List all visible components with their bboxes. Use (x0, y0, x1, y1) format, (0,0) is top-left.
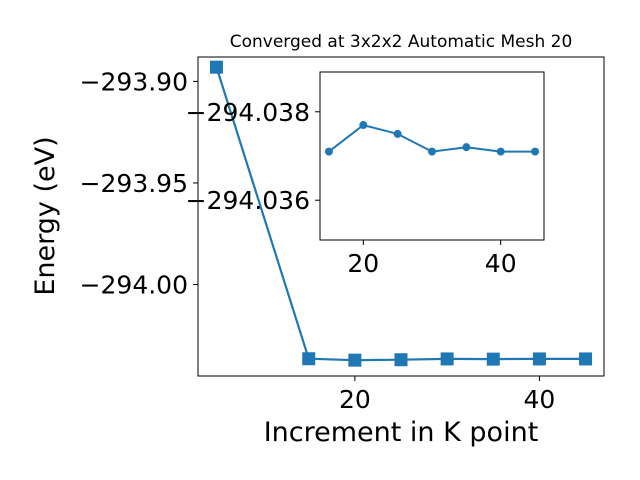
main-data-point (348, 353, 362, 367)
inset-data-point (359, 121, 368, 130)
inset-x-tick-label: 40 (485, 249, 517, 278)
inset-plot-frame (319, 71, 545, 241)
inset-data-point (428, 147, 436, 156)
inset-y-tick-label: −294.036 (186, 186, 310, 215)
main-data-point (394, 353, 408, 367)
x-axis-label: Increment in K point (264, 417, 539, 448)
inset-data-point (496, 147, 505, 156)
inset-y-tick-label: −294.038 (186, 98, 310, 127)
inset-chart: 20 40 −294.038 −294.036 (186, 71, 545, 278)
main-data-point (486, 352, 500, 366)
inset-x-tick-label: 20 (347, 249, 379, 278)
main-x-tick-label: 40 (524, 385, 556, 414)
inset-data-point (393, 129, 402, 138)
main-data-point (532, 352, 546, 366)
main-data-point (302, 352, 316, 366)
main-plot-frame (197, 56, 605, 377)
inset-data-point (324, 147, 333, 156)
main-data-point (440, 352, 454, 366)
main-series-line (215, 66, 586, 362)
main-y-tick-label: −294.00 (80, 271, 188, 300)
inset-data-point (531, 147, 540, 156)
chart-title: Converged at 3x2x2 Automatic Mesh 20 (230, 32, 573, 52)
main-y-tick-label: −293.90 (80, 67, 188, 96)
y-axis-label: Energy (eV) (30, 136, 61, 295)
main-y-tick-label: −293.95 (80, 169, 188, 198)
inset-data-point (462, 143, 471, 152)
main-data-point (209, 60, 223, 74)
inset-background (320, 72, 544, 240)
main-chart: Converged at 3x2x2 Automatic Mesh 20 20 4… (30, 32, 605, 448)
main-x-tick-label: 20 (339, 385, 371, 414)
main-data-point (579, 352, 593, 366)
